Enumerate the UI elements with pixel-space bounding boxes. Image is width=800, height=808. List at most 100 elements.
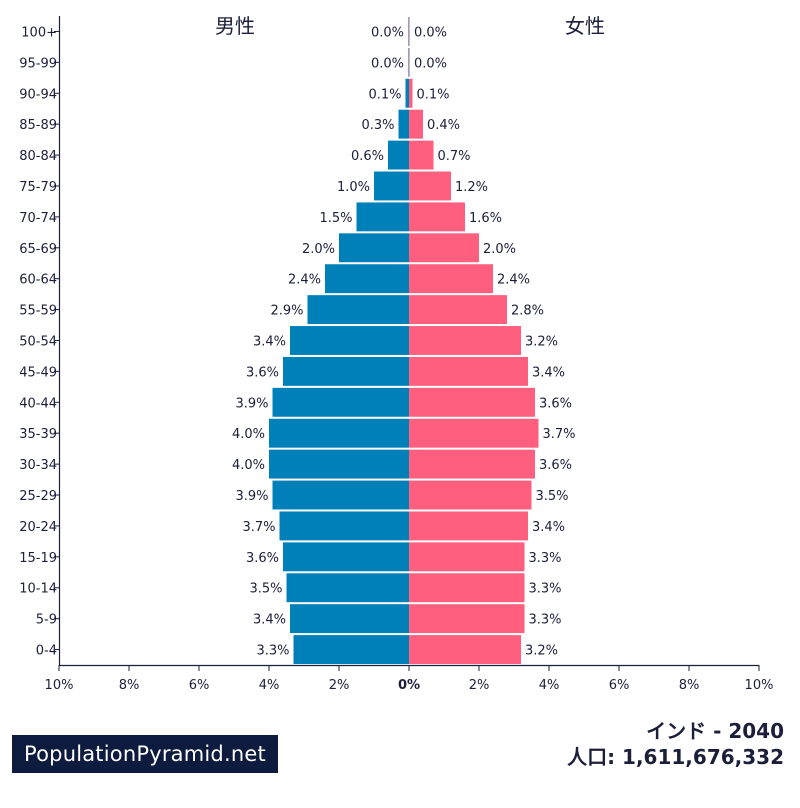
x-tick-label-6: 2% [469, 678, 490, 693]
bar-male-40-44 [272, 387, 409, 417]
bar-female-60-64 [409, 264, 493, 294]
y-tick-label-40-44: 40-44 [19, 396, 57, 411]
label-female-70-74: 1.6% [469, 211, 502, 226]
label-male-0-4: 3.3% [256, 644, 289, 659]
bar-female-100+ [409, 17, 410, 46]
bar-male-60-64 [325, 264, 409, 294]
x-tick-label-5: 0% [398, 678, 420, 693]
label-female-85-89: 0.4% [427, 118, 460, 133]
label-male-40-44: 3.9% [235, 396, 268, 411]
label-male-75-79: 1.0% [337, 180, 370, 195]
bar-male-55-59 [307, 295, 409, 325]
label-female-0-4: 3.2% [525, 644, 558, 659]
bar-male-5-9 [290, 604, 409, 634]
label-male-60-64: 2.4% [288, 273, 321, 288]
legend-layer: 男性 女性 [215, 14, 605, 38]
label-female-100+: 0.0% [414, 25, 447, 40]
bar-female-65-69 [409, 233, 479, 263]
x-tick-label-1: 8% [119, 678, 140, 693]
y-tick-label-50-54: 50-54 [19, 335, 57, 350]
label-male-25-29: 3.9% [235, 489, 268, 504]
label-female-95-99: 0.0% [414, 56, 447, 71]
bar-female-55-59 [409, 295, 507, 325]
x-tick-label-3: 4% [259, 678, 280, 693]
bar-female-50-54 [409, 326, 521, 355]
label-female-25-29: 3.5% [536, 489, 569, 504]
legend-female: 女性 [565, 14, 605, 38]
bar-female-0-4 [409, 635, 521, 664]
label-female-10-14: 3.3% [529, 582, 562, 597]
bar-female-95-99 [409, 47, 410, 77]
y-tick-label-30-34: 30-34 [19, 458, 57, 473]
y-tick-label-80-84: 80-84 [19, 149, 57, 164]
bar-male-15-19 [283, 542, 409, 572]
y-tick-label-15-19: 15-19 [19, 551, 57, 566]
label-male-95-99: 0.0% [371, 56, 404, 71]
bar-male-25-29 [272, 480, 409, 510]
bar-female-45-49 [409, 356, 528, 386]
bar-female-40-44 [409, 387, 535, 417]
label-female-90-94: 0.1% [417, 87, 450, 102]
y-tick-label-20-24: 20-24 [19, 520, 57, 535]
bar-male-85-89 [398, 109, 409, 139]
label-female-5-9: 3.3% [529, 613, 562, 628]
y-tick-label-65-69: 65-69 [19, 242, 57, 257]
y-tick-label-90-94: 90-94 [19, 87, 57, 102]
label-male-20-24: 3.7% [242, 520, 275, 535]
label-male-55-59: 2.9% [270, 304, 303, 319]
label-female-55-59: 2.8% [511, 304, 544, 319]
label-female-50-54: 3.2% [525, 335, 558, 350]
bar-female-35-39 [409, 418, 539, 448]
population-pyramid-chart: 3.3% 3.2% 3.4% 3.3% 3.5% 3.3% 3.6% 3.3% 3.7% 3.4%… [19, 14, 773, 693]
bar-male-35-39 [269, 418, 409, 448]
bar-female-25-29 [409, 480, 532, 510]
bar-female-5-9 [409, 604, 525, 634]
label-female-75-79: 1.2% [455, 180, 488, 195]
bar-female-75-79 [409, 171, 451, 201]
x-tick-label-4: 2% [329, 678, 350, 693]
y-tick-label-100+: 100+ [21, 25, 57, 40]
label-female-20-24: 3.4% [532, 520, 565, 535]
label-male-5-9: 3.4% [253, 613, 286, 628]
bar-male-20-24 [279, 511, 409, 541]
label-male-65-69: 2.0% [302, 242, 335, 257]
label-male-15-19: 3.6% [246, 551, 279, 566]
bar-male-80-84 [388, 140, 409, 170]
bar-male-0-4 [293, 635, 409, 664]
label-female-60-64: 2.4% [497, 273, 530, 288]
y-tick-label-55-59: 55-59 [19, 304, 57, 319]
label-male-10-14: 3.5% [249, 582, 282, 597]
bar-female-30-34 [409, 449, 535, 479]
bar-female-10-14 [409, 573, 525, 603]
bar-male-100+ [408, 17, 409, 46]
y-tick-label-60-64: 60-64 [19, 273, 57, 288]
label-female-40-44: 3.6% [539, 396, 572, 411]
label-female-45-49: 3.4% [532, 365, 565, 380]
bar-female-15-19 [409, 542, 525, 572]
x-tick-label-0: 10% [45, 678, 74, 693]
brand-logo[interactable]: PopulationPyramid.net [12, 735, 278, 773]
legend-male: 男性 [215, 14, 255, 38]
y-tick-label-5-9: 5-9 [36, 613, 57, 628]
value-labels-layer: 3.3% 3.2% 3.4% 3.3% 3.5% 3.3% 3.6% 3.3% 3.7% 3.4%… [232, 25, 576, 658]
label-male-85-89: 0.3% [361, 118, 394, 133]
label-male-45-49: 3.6% [246, 365, 279, 380]
y-tick-label-95-99: 95-99 [19, 56, 57, 71]
bar-female-90-94 [409, 78, 413, 108]
label-male-70-74: 1.5% [319, 211, 352, 226]
y-tick-label-0-4: 0-4 [36, 644, 57, 659]
bar-female-80-84 [409, 140, 434, 170]
label-male-100+: 0.0% [371, 25, 404, 40]
bar-male-65-69 [339, 233, 409, 263]
bar-female-20-24 [409, 511, 528, 541]
label-male-35-39: 4.0% [232, 427, 265, 442]
label-female-35-39: 3.7% [543, 427, 576, 442]
bar-female-85-89 [409, 109, 423, 139]
axis-layer: 0-4 5-9 10-14 15-19 20-24 25-29 30-34 35-39 40-4… [19, 16, 773, 693]
x-tick-label-2: 6% [189, 678, 210, 693]
x-tick-label-8: 6% [609, 678, 630, 693]
x-tick-label-7: 4% [539, 678, 560, 693]
bar-male-95-99 [408, 47, 409, 77]
bar-male-70-74 [356, 202, 409, 232]
label-male-90-94: 0.1% [368, 87, 401, 102]
